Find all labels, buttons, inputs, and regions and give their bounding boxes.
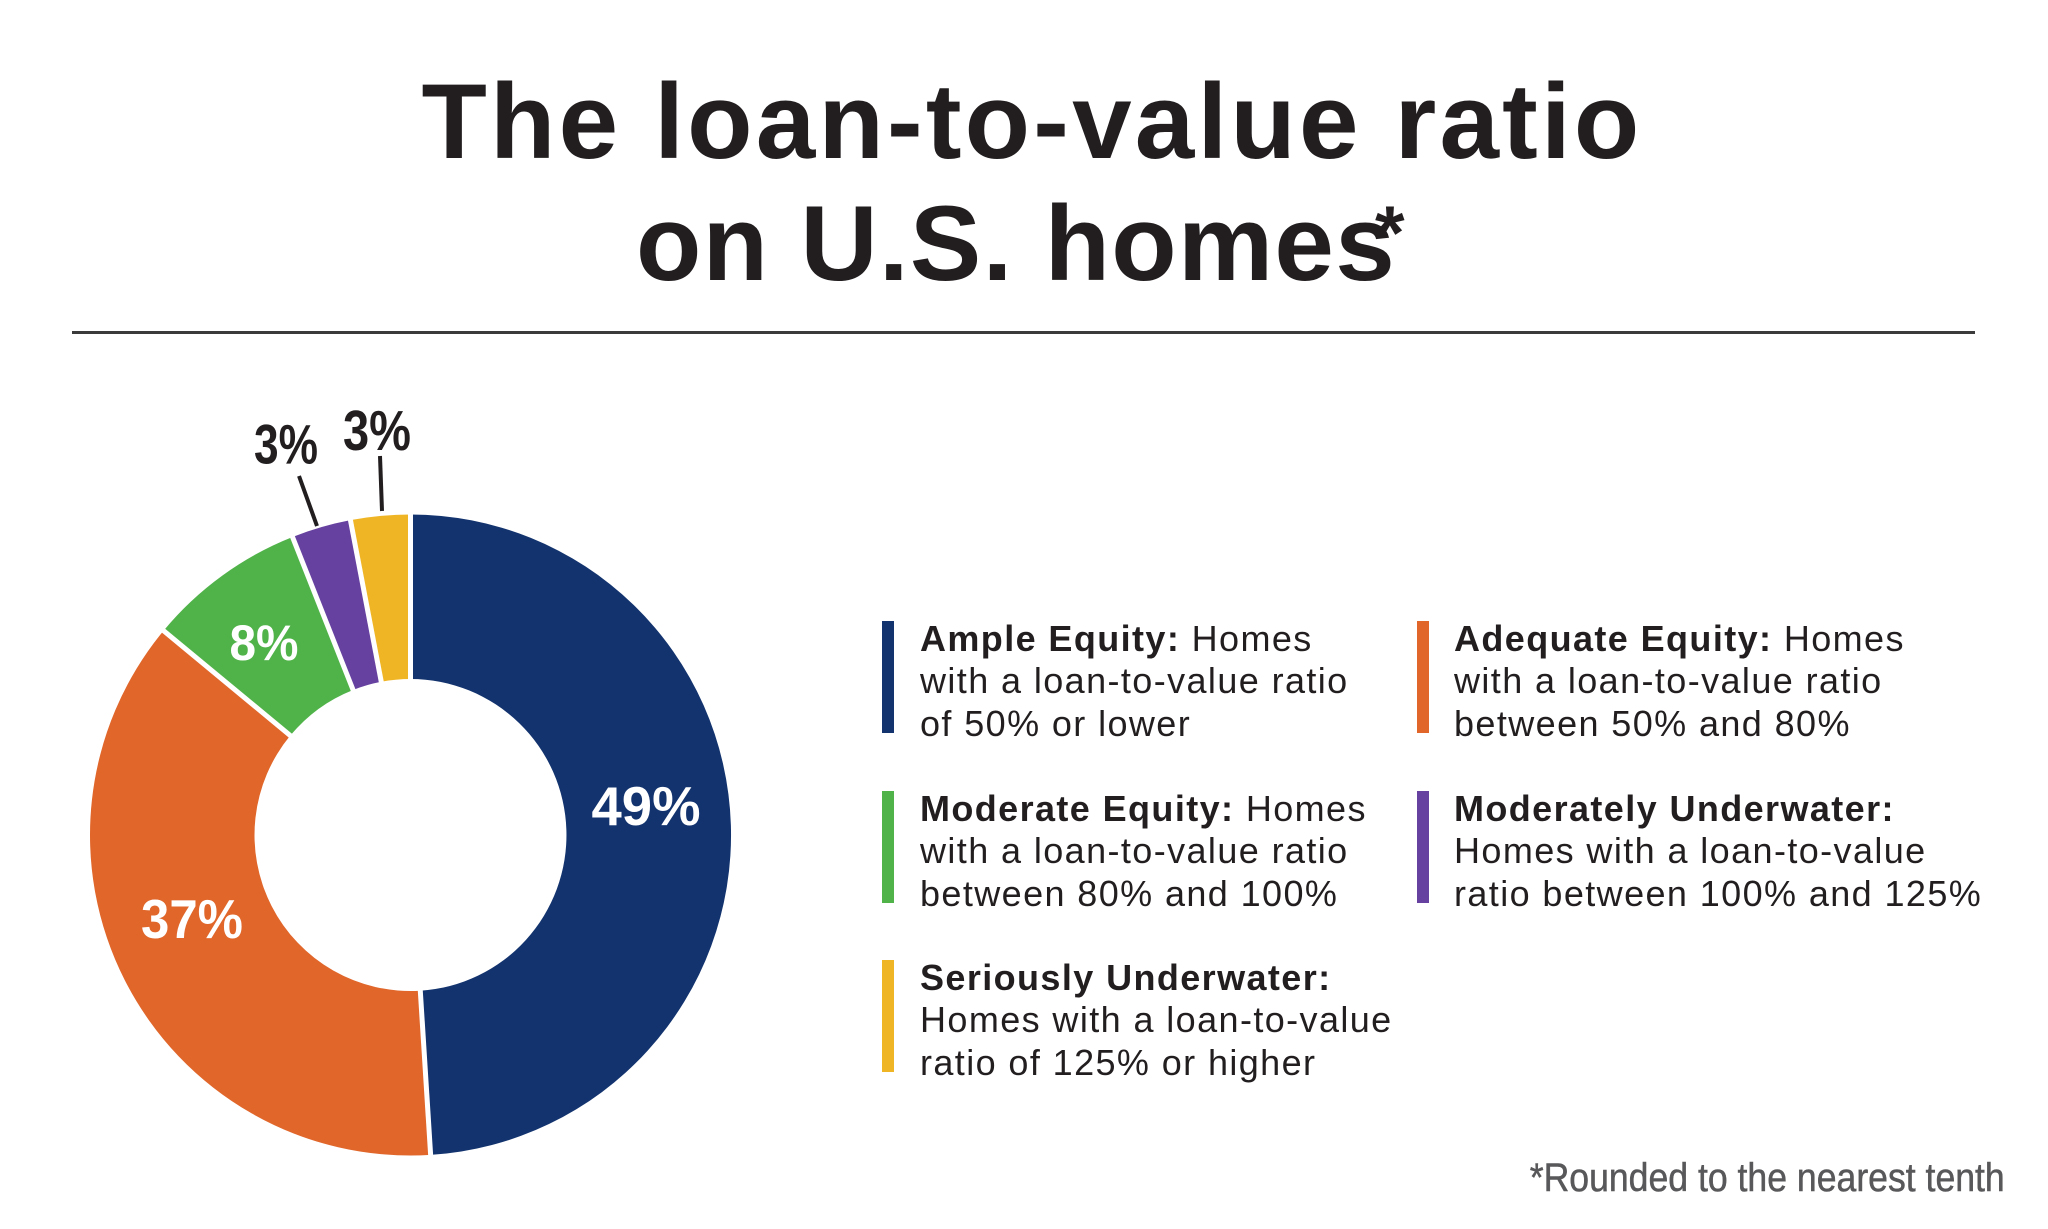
svg-text:8%: 8% <box>230 615 299 671</box>
svg-text:37%: 37% <box>141 888 243 950</box>
svg-text:3%: 3% <box>343 399 411 463</box>
svg-text:3%: 3% <box>254 413 318 476</box>
svg-text:49%: 49% <box>592 775 701 837</box>
